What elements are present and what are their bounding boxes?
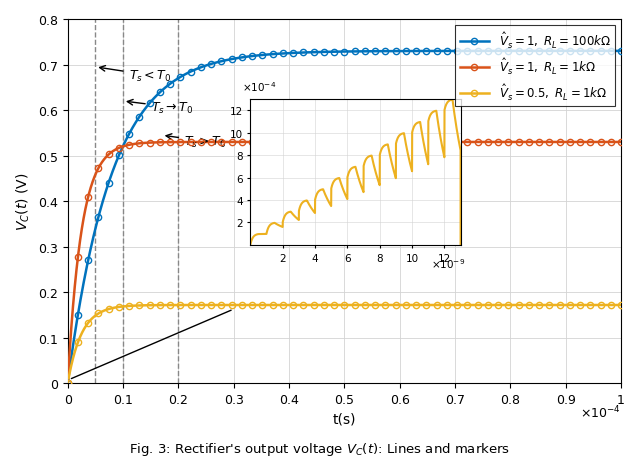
Text: $T_s > T_0$: $T_s > T_0$ xyxy=(166,134,227,150)
Legend: $\hat{V}_s = 1,\ R_L = 100k\Omega$, $\hat{V}_s = 1,\ R_L = 1k\Omega$, $\hat{V}_s: $\hat{V}_s = 1,\ R_L = 100k\Omega$, $\ha… xyxy=(455,26,615,107)
Y-axis label: $V_C(t)$ (V): $V_C(t)$ (V) xyxy=(15,173,33,231)
Text: $\times10^{-4}$: $\times10^{-4}$ xyxy=(580,403,621,420)
Text: $T_s < T_0$: $T_s < T_0$ xyxy=(100,67,171,84)
Text: $T_s \to T_0$: $T_s \to T_0$ xyxy=(127,100,193,115)
Text: Fig. 3: Rectifier's output voltage $V_C(t)$: Lines and markers: Fig. 3: Rectifier's output voltage $V_C(… xyxy=(129,440,511,457)
X-axis label: t(s): t(s) xyxy=(333,412,356,425)
